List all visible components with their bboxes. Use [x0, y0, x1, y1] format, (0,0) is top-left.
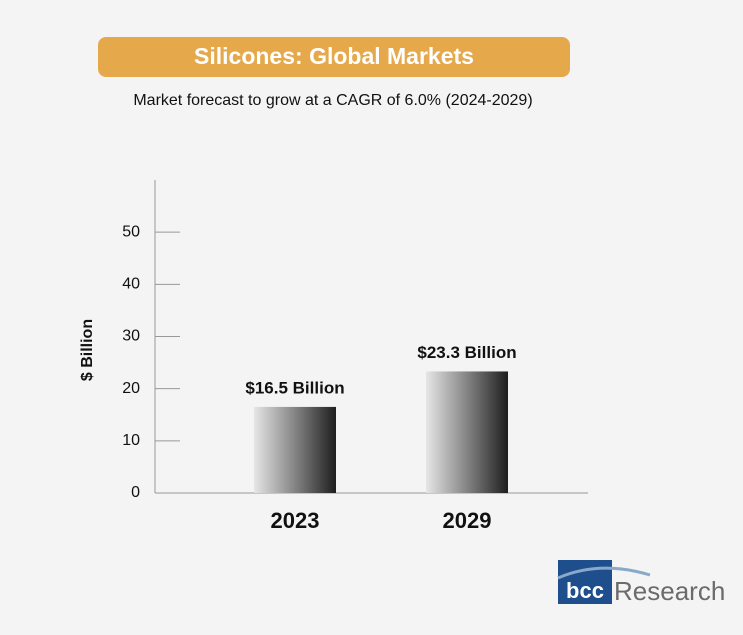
chart-title: Silicones: Global Markets	[194, 43, 474, 69]
y-tick-label: 10	[122, 432, 140, 449]
bar	[426, 371, 508, 493]
logo-mark: bcc	[566, 578, 604, 603]
chart-subtitle: Market forecast to grow at a CAGR of 6.0…	[133, 92, 532, 109]
y-tick-label: 50	[122, 223, 140, 240]
bar	[254, 406, 336, 493]
title-banner	[98, 37, 570, 77]
y-tick-label: 30	[122, 328, 140, 345]
x-tick-label: 2023	[271, 508, 320, 533]
x-tick-label: 2029	[443, 508, 492, 533]
value-label: $16.5 Billion	[245, 378, 344, 397]
y-tick-label: 40	[122, 276, 140, 293]
value-label: $23.3 Billion	[417, 343, 516, 362]
y-tick-label: 20	[122, 380, 140, 397]
logo-swoosh	[557, 566, 651, 580]
y-axis-label: $ Billion	[79, 319, 96, 381]
logo-text: Research	[614, 576, 725, 606]
y-tick-label: 0	[131, 484, 140, 501]
